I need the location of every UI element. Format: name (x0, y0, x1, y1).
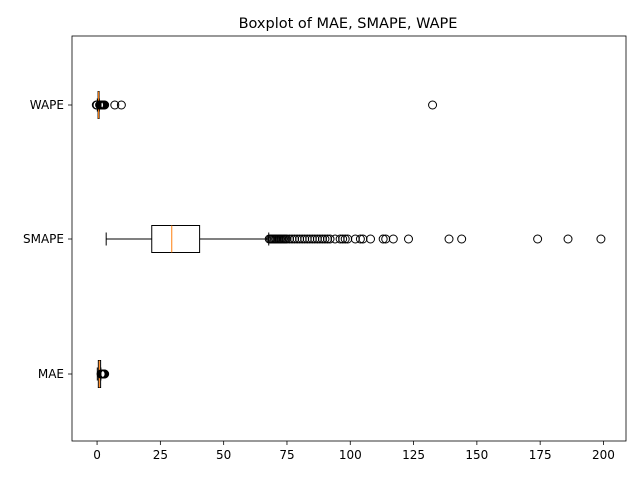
outlier-wape (428, 100, 438, 110)
outlier-smape (340, 234, 350, 244)
y-tick-label-smape: SMAPE (23, 232, 64, 246)
outlier-smape (404, 234, 414, 244)
x-tick-label: 125 (402, 448, 425, 462)
y-tick-label-wape: WAPE (30, 98, 64, 112)
x-tick-label: 200 (592, 448, 615, 462)
x-tick-label: 25 (153, 448, 168, 462)
outlier-smape (320, 234, 330, 244)
outlier-smape (444, 234, 454, 244)
outlier-smape (338, 234, 348, 244)
outlier-smape (325, 234, 335, 244)
x-tick-label: 0 (93, 448, 101, 462)
outlier-mae (100, 369, 110, 379)
x-tick-label: 100 (339, 448, 362, 462)
plot-area: 0 25 50 75 100 125 150 175 200 MAE SMAPE WAPE (23, 35, 627, 462)
outlier-smape (388, 234, 398, 244)
box-smape (151, 225, 201, 253)
x-tick-label: 50 (216, 448, 231, 462)
outlier-smape (355, 234, 365, 244)
outlier-smape (378, 234, 388, 244)
x-tick-label: 150 (465, 448, 488, 462)
outlier-wape (116, 100, 126, 110)
y-tick-label-mae: MAE (38, 367, 64, 381)
outlier-smape (596, 234, 606, 244)
outlier-wape (110, 100, 120, 110)
x-tick-label: 175 (529, 448, 552, 462)
outlier-smape (533, 234, 543, 244)
outlier-smape (457, 234, 467, 244)
outlier-wape (100, 100, 110, 110)
chart-title: Boxplot of MAE, SMAPE, WAPE (239, 16, 458, 32)
x-tick-label: 75 (279, 448, 294, 462)
outlier-smape (563, 234, 573, 244)
outlier-smape (366, 234, 376, 244)
axes-frame (71, 35, 627, 442)
